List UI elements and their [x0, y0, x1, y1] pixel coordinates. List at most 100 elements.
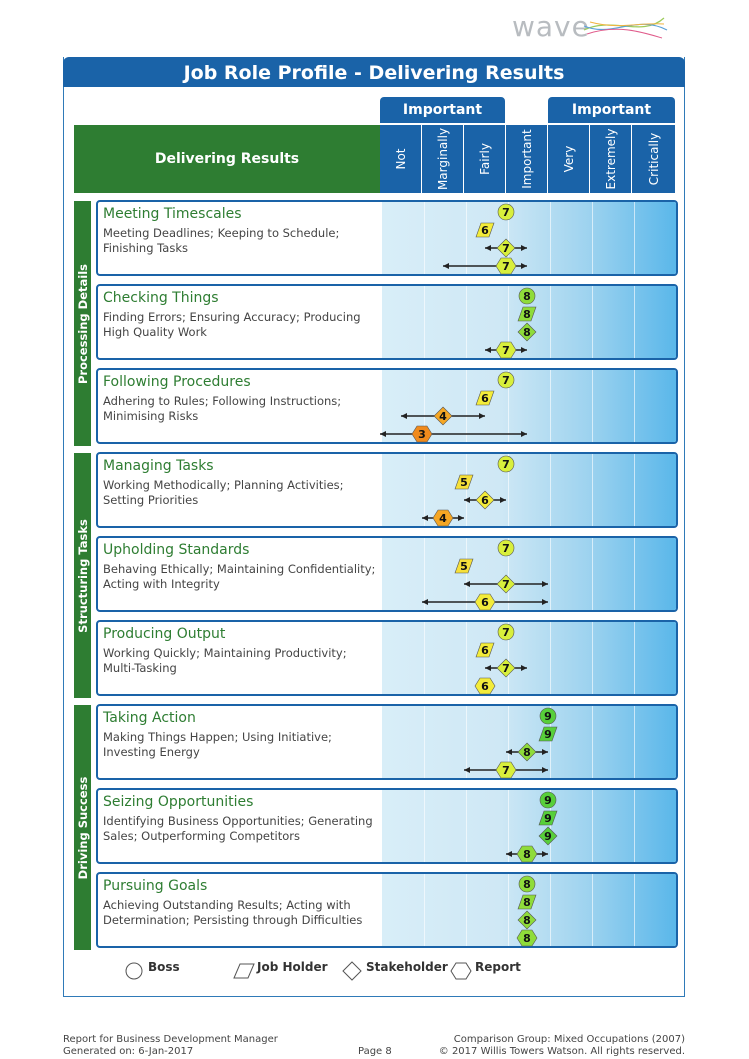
boss-marker — [497, 371, 515, 389]
score-label: 8 — [523, 746, 531, 759]
legend-report: Report — [475, 960, 521, 974]
range-arrow-left-icon — [464, 581, 470, 587]
score-label: 8 — [523, 848, 531, 861]
score-label: 3 — [418, 428, 426, 441]
range-arrow-left-icon — [422, 599, 428, 605]
score-label: 6 — [481, 680, 489, 693]
scale-col-extremely: Extremely — [590, 125, 631, 193]
footer-generated: Generated on: 6-Jan-2017 — [63, 1046, 194, 1057]
job-holder-marker — [475, 642, 495, 658]
legend-job-holder: Job Holder — [257, 960, 328, 974]
score-label: 7 — [502, 242, 510, 255]
range-arrow-right-icon — [521, 263, 527, 269]
score-label: 7 — [502, 578, 510, 591]
range-arrow-right-icon — [521, 431, 527, 437]
competency-description: Adhering to Rules; Following Instruction… — [103, 394, 342, 423]
range-arrow-left-icon — [464, 497, 470, 503]
competency-description: Behaving Ethically; Maintaining Confiden… — [103, 562, 376, 591]
category-processing-details: Processing Details — [74, 201, 91, 446]
category-structuring-tasks: Structuring Tasks — [74, 453, 91, 698]
stakeholder-marker — [496, 238, 516, 258]
report-marker — [495, 761, 517, 779]
legend-circle-icon — [125, 962, 143, 980]
competency-name: Following Procedures — [103, 374, 251, 390]
boss-marker — [497, 455, 515, 473]
job-holder-marker — [538, 726, 558, 742]
footer-page: Page 8 — [358, 1046, 392, 1057]
score-label: 9 — [544, 794, 552, 807]
boss-marker — [497, 539, 515, 557]
page-title: Job Role Profile - Delivering Results — [63, 57, 685, 87]
stakeholder-marker — [475, 490, 495, 510]
competency-row: Following Procedures Adhering to Rules; … — [96, 368, 678, 444]
range-arrow-right-icon — [458, 515, 464, 521]
footer-report-for: Report for Business Development Manager — [63, 1034, 278, 1045]
report-marker — [495, 257, 517, 275]
range-arrow-left-icon — [380, 431, 386, 437]
range-arrow-right-icon — [500, 497, 506, 503]
competency-name: Producing Output — [103, 626, 226, 642]
range-arrow-left-icon — [422, 515, 428, 521]
important-header-right: Important — [548, 97, 675, 123]
job-holder-marker — [475, 222, 495, 238]
competency-name: Meeting Timescales — [103, 206, 242, 222]
score-label: 7 — [502, 542, 510, 555]
legend-diamond-icon — [342, 961, 362, 981]
boss-marker — [497, 623, 515, 641]
job-holder-marker — [517, 306, 537, 322]
score-label: 7 — [502, 626, 510, 639]
competency-description: Working Quickly; Maintaining Productivit… — [103, 646, 347, 675]
scale-col-critically: Critically — [632, 125, 675, 193]
important-header-left: Important — [380, 97, 505, 123]
job-holder-marker — [517, 894, 537, 910]
report-marker — [474, 677, 496, 695]
wave-logo: wave — [512, 8, 672, 44]
competency-row: Meeting Timescales Meeting Deadlines; Ke… — [96, 200, 678, 276]
range-arrow-right-icon — [542, 851, 548, 857]
stakeholder-marker — [517, 910, 537, 930]
range-arrow-right-icon — [479, 413, 485, 419]
report-marker — [474, 593, 496, 611]
scale-col-important: Important — [506, 125, 547, 193]
score-label: 5 — [460, 476, 468, 489]
competency-row: Upholding Standards Behaving Ethically; … — [96, 536, 678, 612]
competency-description: Meeting Deadlines; Keeping to Schedule; … — [103, 226, 340, 255]
range-arrow-left-icon — [485, 347, 491, 353]
score-label: 6 — [481, 494, 489, 507]
competency-row: Seizing Opportunities Identifying Busine… — [96, 788, 678, 864]
score-label: 6 — [481, 224, 489, 237]
stakeholder-marker — [538, 826, 558, 846]
competency-description: Finding Errors; Ensuring Accuracy; Produ… — [103, 310, 361, 339]
scale-col-very: Very — [548, 125, 589, 193]
range-arrow-left-icon — [506, 851, 512, 857]
report-marker — [495, 341, 517, 359]
boss-marker — [539, 707, 557, 725]
score-label: 9 — [544, 728, 552, 741]
job-holder-marker — [538, 810, 558, 826]
stakeholder-marker — [496, 574, 516, 594]
section-header-label: Delivering Results — [154, 151, 300, 167]
stakeholder-marker — [433, 406, 453, 426]
competency-name: Managing Tasks — [103, 458, 214, 474]
range-arrow-right-icon — [542, 581, 548, 587]
score-label: 7 — [502, 662, 510, 675]
competency-row: Managing Tasks Working Methodically; Pla… — [96, 452, 678, 528]
boss-marker — [539, 791, 557, 809]
range-arrow-right-icon — [542, 767, 548, 773]
competency-name: Taking Action — [103, 710, 196, 726]
report-marker — [516, 845, 538, 863]
report-frame — [63, 57, 685, 997]
score-label: 9 — [544, 710, 552, 723]
job-holder-marker — [454, 558, 474, 574]
legend-shapes — [125, 961, 472, 981]
boss-marker — [518, 287, 536, 305]
job-holder-marker — [475, 390, 495, 406]
score-label: 7 — [502, 344, 510, 357]
score-label: 8 — [523, 878, 531, 891]
logo-swoosh-icon — [583, 17, 668, 39]
logo-text: wave — [512, 10, 590, 43]
score-label: 8 — [523, 308, 531, 321]
range-arrow-left-icon — [443, 263, 449, 269]
score-label: 7 — [502, 260, 510, 273]
